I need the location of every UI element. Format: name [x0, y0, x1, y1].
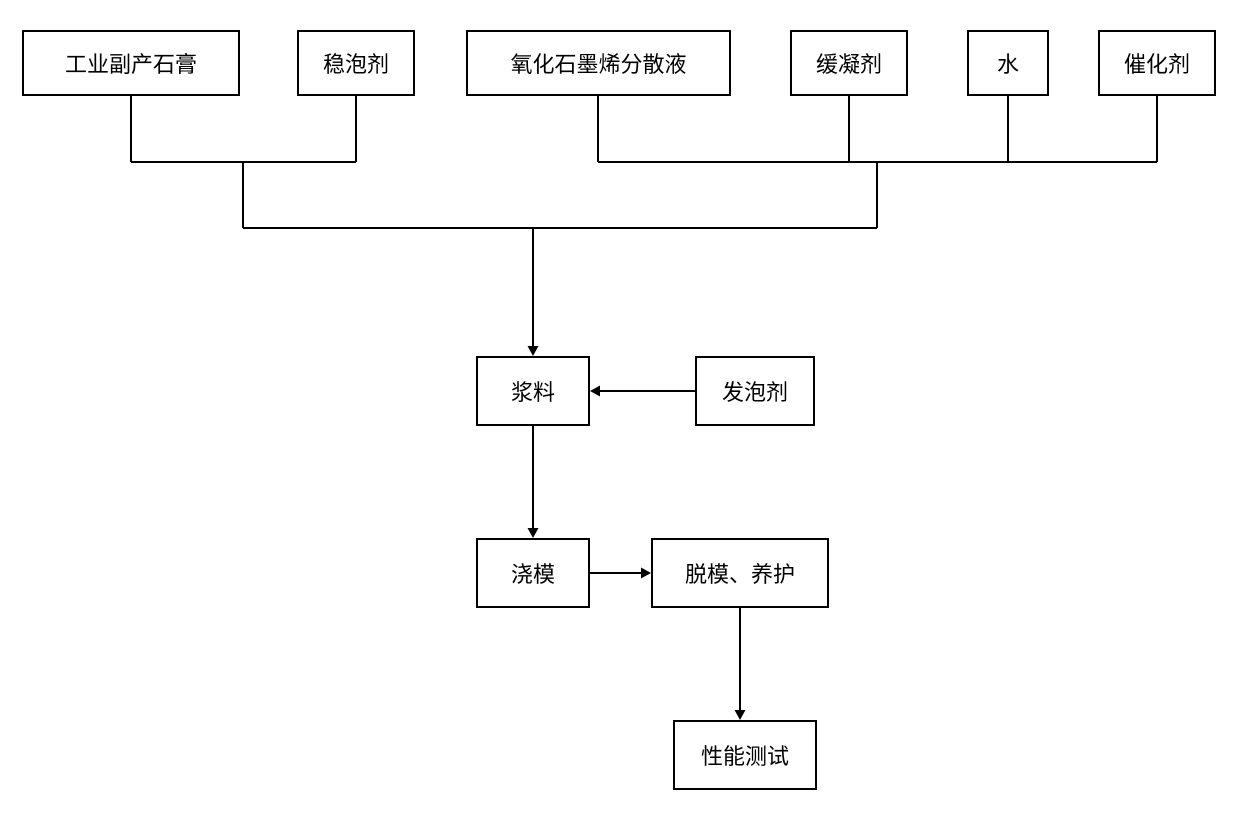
node-label: 浇模: [511, 557, 555, 589]
node-label: 缓凝剂: [816, 47, 882, 79]
connector-layer: [0, 0, 1240, 839]
node-label: 脱模、养护: [685, 557, 795, 589]
node-slurry: 浆料: [476, 356, 590, 426]
node-foaming-agent: 发泡剂: [695, 356, 815, 426]
node-label: 发泡剂: [722, 375, 788, 407]
node-foam-stabilizer: 稳泡剂: [297, 30, 415, 96]
node-retarder: 缓凝剂: [790, 30, 908, 96]
node-label: 浆料: [511, 375, 555, 407]
node-cast-mold: 浇模: [476, 538, 590, 608]
node-label: 氧化石墨烯分散液: [510, 47, 686, 79]
node-label: 水: [997, 47, 1019, 79]
node-performance-test: 性能测试: [673, 720, 817, 790]
node-water: 水: [967, 30, 1049, 96]
node-label: 催化剂: [1124, 47, 1190, 79]
node-demold-curing: 脱模、养护: [651, 538, 829, 608]
node-label: 稳泡剂: [323, 47, 389, 79]
node-catalyst: 催化剂: [1098, 30, 1216, 96]
node-label: 性能测试: [701, 739, 789, 771]
node-gypsum: 工业副产石膏: [22, 30, 240, 96]
node-label: 工业副产石膏: [65, 47, 197, 79]
node-graphene-oxide: 氧化石墨烯分散液: [466, 30, 731, 96]
